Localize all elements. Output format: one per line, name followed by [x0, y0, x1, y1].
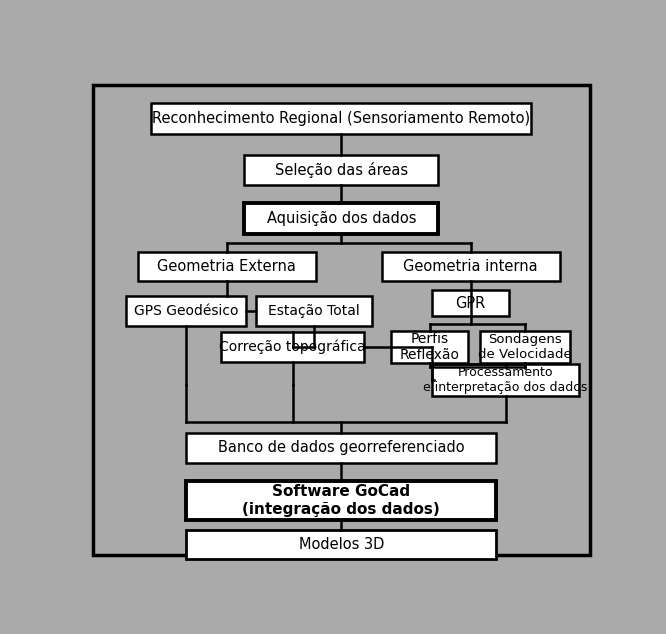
FancyBboxPatch shape	[93, 86, 590, 555]
Text: Sondagens
de Velocidade: Sondagens de Velocidade	[478, 333, 572, 361]
Text: GPR: GPR	[456, 295, 486, 311]
FancyBboxPatch shape	[127, 296, 246, 326]
Text: Reconhecimento Regional (Sensoriamento Remoto): Reconhecimento Regional (Sensoriamento R…	[153, 111, 530, 126]
Text: Banco de dados georreferenciado: Banco de dados georreferenciado	[218, 441, 465, 455]
FancyBboxPatch shape	[186, 481, 496, 520]
Text: Estação Total: Estação Total	[268, 304, 360, 318]
Text: Geometria interna: Geometria interna	[404, 259, 538, 274]
FancyBboxPatch shape	[480, 331, 569, 363]
FancyBboxPatch shape	[221, 332, 364, 362]
FancyBboxPatch shape	[432, 290, 509, 316]
FancyBboxPatch shape	[137, 252, 316, 281]
FancyBboxPatch shape	[382, 252, 560, 281]
Text: Correção topográfica: Correção topográfica	[219, 340, 366, 354]
Text: Seleção das áreas: Seleção das áreas	[275, 162, 408, 178]
Text: Software GoCad
(integração dos dados): Software GoCad (integração dos dados)	[242, 484, 440, 517]
Text: Aquisição dos dados: Aquisição dos dados	[266, 211, 416, 226]
FancyBboxPatch shape	[186, 434, 496, 463]
FancyBboxPatch shape	[186, 529, 496, 559]
Text: Geometria Externa: Geometria Externa	[157, 259, 296, 274]
FancyBboxPatch shape	[244, 155, 438, 184]
Text: GPS Geodésico: GPS Geodésico	[134, 304, 238, 318]
FancyBboxPatch shape	[151, 103, 531, 134]
Text: Processamento
e interpretação dos dados: Processamento e interpretação dos dados	[424, 366, 588, 394]
FancyBboxPatch shape	[256, 296, 372, 326]
FancyBboxPatch shape	[432, 364, 579, 396]
FancyBboxPatch shape	[391, 331, 468, 363]
Text: Perfis
Reflexão: Perfis Reflexão	[400, 332, 460, 362]
Text: Modelos 3D: Modelos 3D	[298, 537, 384, 552]
FancyBboxPatch shape	[244, 203, 438, 234]
